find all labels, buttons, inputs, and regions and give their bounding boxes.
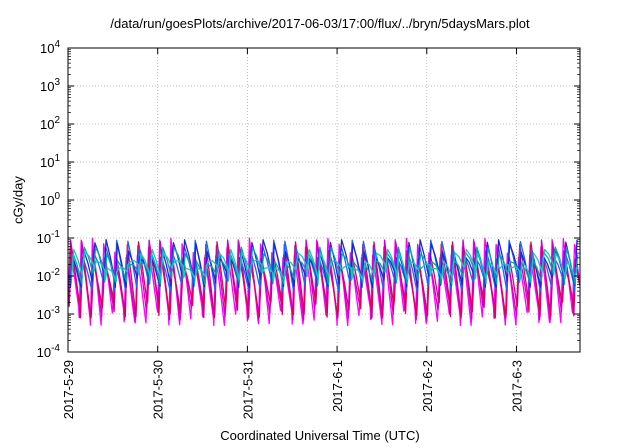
series-line [69, 239, 578, 289]
axis-ticks: 10-4 10-3 10-2 10-1 100 101 102 103 104 2017-5-29… [37, 39, 580, 419]
series-line [68, 239, 580, 321]
y-tick-label: 10-3 [37, 305, 61, 322]
chart-title: /data/run/goesPlots/archive/2017-06-03/1… [110, 16, 530, 31]
series-line [71, 248, 579, 281]
series-group [68, 237, 580, 327]
x-tick-label: 2017-5-30 [151, 360, 166, 419]
series-line [70, 246, 579, 286]
y-tick-label: 100 [40, 191, 60, 208]
x-tick-label: 2017-6-1 [330, 360, 345, 412]
y-tick-label: 10-2 [37, 267, 61, 284]
y-tick-label: 101 [40, 153, 60, 170]
x-tick-label: 2017-5-29 [61, 360, 76, 419]
y-tick-label: 10-4 [37, 343, 61, 360]
series-line [68, 241, 580, 319]
x-tick-label: 2017-5-31 [240, 360, 255, 419]
y-tick-label: 102 [40, 115, 60, 132]
y-tick-label: 103 [40, 77, 60, 94]
x-tick-label: 2017-6-3 [509, 360, 524, 412]
y-tick-label: 104 [40, 39, 60, 56]
series-line [68, 237, 580, 327]
x-axis-label: Coordinated Universal Time (UTC) [220, 428, 420, 443]
x-tick-label: 2017-6-2 [420, 360, 435, 412]
y-tick-label: 10-1 [37, 229, 61, 246]
